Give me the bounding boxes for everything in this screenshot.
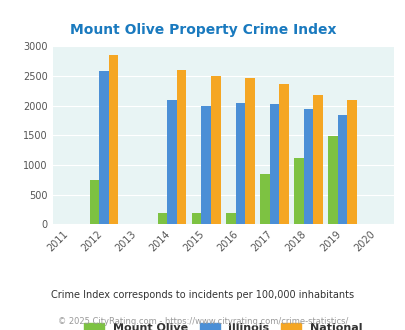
Bar	[279, 84, 288, 224]
Bar	[294, 158, 303, 224]
Bar	[211, 76, 220, 224]
Text: Crime Index corresponds to incidents per 100,000 inhabitants: Crime Index corresponds to incidents per…	[51, 290, 354, 300]
Legend: Mount Olive, Illinois, National: Mount Olive, Illinois, National	[84, 323, 361, 330]
Bar	[167, 100, 177, 224]
Bar	[269, 104, 279, 224]
Bar	[177, 70, 186, 224]
Bar	[245, 78, 254, 224]
Bar	[99, 71, 109, 224]
Bar	[158, 213, 167, 224]
Bar	[337, 115, 347, 224]
Bar	[313, 95, 322, 224]
Bar	[328, 136, 337, 224]
Bar	[226, 213, 235, 224]
Bar	[90, 180, 99, 224]
Bar	[303, 109, 313, 224]
Text: © 2025 CityRating.com - https://www.cityrating.com/crime-statistics/: © 2025 CityRating.com - https://www.city…	[58, 317, 347, 326]
Bar	[109, 55, 118, 224]
Bar	[201, 106, 211, 224]
Bar	[347, 100, 356, 224]
Bar	[260, 174, 269, 224]
Bar	[192, 213, 201, 224]
Bar	[235, 103, 245, 224]
Text: Mount Olive Property Crime Index: Mount Olive Property Crime Index	[70, 23, 335, 37]
